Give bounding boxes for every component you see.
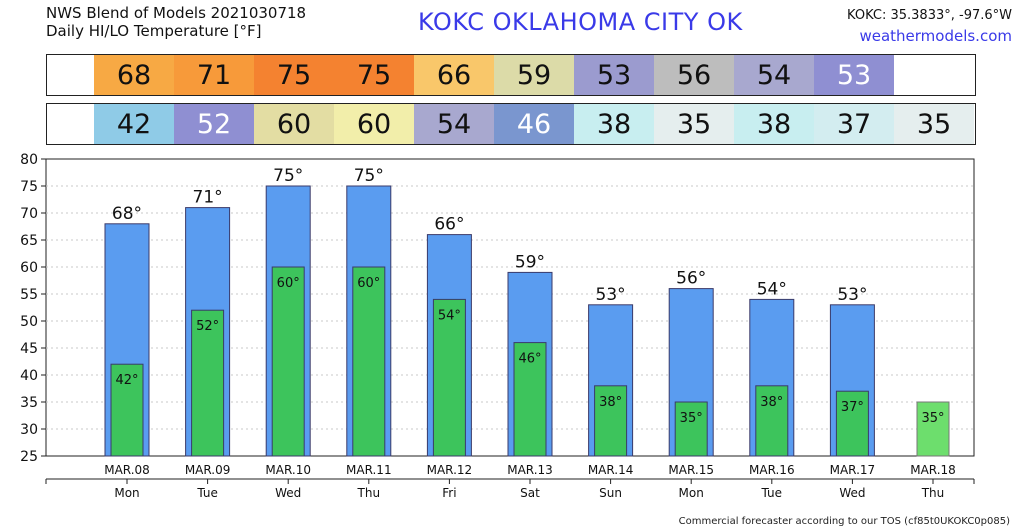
x-date-label: MAR.08 xyxy=(104,463,150,477)
lo-bar xyxy=(513,342,547,457)
lo-strip-cell: 60 xyxy=(334,104,414,144)
x-date-label: MAR.17 xyxy=(830,463,876,477)
y-tick-label: 65 xyxy=(20,233,38,249)
x-date-label: MAR.16 xyxy=(749,463,795,477)
y-tick-label: 30 xyxy=(20,422,38,438)
lo-data-label: 60° xyxy=(357,276,380,291)
lo-strip-cell: 52 xyxy=(174,104,254,144)
lo-data-label: 37° xyxy=(841,400,864,415)
x-date-label: MAR.09 xyxy=(185,463,231,477)
hi-strip-cell: 59 xyxy=(494,55,574,95)
lo-temperature-strip: 42 52 60 60 54 46 38 35 38 37 35 xyxy=(46,103,976,145)
hi-data-label: 56° xyxy=(676,269,706,289)
lo-bar xyxy=(352,266,386,457)
lo-bar xyxy=(191,309,225,457)
lo-strip-cell: 60 xyxy=(254,104,334,144)
hi-strip-cell: 75 xyxy=(254,55,334,95)
x-day-label: Sun xyxy=(599,486,622,500)
x-date-label: MAR.18 xyxy=(910,463,956,477)
lo-data-label: 35° xyxy=(921,411,944,426)
site-link[interactable]: weathermodels.com xyxy=(859,27,1012,45)
x-day-label: Sat xyxy=(520,486,540,500)
hi-strip-cell: 53 xyxy=(814,55,894,95)
x-day-label: Wed xyxy=(839,486,865,500)
x-day-label: Thu xyxy=(357,486,381,500)
hi-data-label: 54° xyxy=(757,279,787,299)
y-tick-label: 55 xyxy=(20,287,38,303)
y-tick-label: 25 xyxy=(20,449,38,465)
hi-data-label: 71° xyxy=(193,188,223,208)
lo-bar xyxy=(674,401,708,457)
lo-bar xyxy=(271,266,305,457)
x-day-label: Thu xyxy=(921,486,945,500)
lo-strip-cell: 38 xyxy=(574,104,654,144)
hi-data-label: 75° xyxy=(354,166,384,186)
model-label: NWS Blend of Models 2021030718 xyxy=(46,4,307,22)
y-tick-label: 80 xyxy=(20,152,38,168)
hi-strip-cell: 53 xyxy=(574,55,654,95)
y-tick-label: 35 xyxy=(20,395,38,411)
lo-data-label: 35° xyxy=(680,411,703,426)
lo-bar xyxy=(110,363,144,457)
lo-data-label: 46° xyxy=(518,352,541,367)
y-tick-label: 75 xyxy=(20,179,38,195)
lo-data-label: 60° xyxy=(277,276,300,291)
y-tick-label: 50 xyxy=(20,314,38,330)
lo-strip-cell: 38 xyxy=(734,104,814,144)
x-day-label: Tue xyxy=(761,486,783,500)
x-date-label: MAR.11 xyxy=(346,463,392,477)
lo-bar xyxy=(916,401,950,457)
hi-data-label: 53° xyxy=(837,285,867,305)
x-date-label: MAR.12 xyxy=(427,463,473,477)
x-date-label: MAR.14 xyxy=(588,463,634,477)
footer-note: Commercial forecaster according to our T… xyxy=(678,516,1010,527)
hi-strip-cell: 71 xyxy=(174,55,254,95)
lo-data-label: 38° xyxy=(599,395,622,410)
x-day-label: Wed xyxy=(275,486,301,500)
lo-strip-cell: 46 xyxy=(494,104,574,144)
lo-strip-cell: 35 xyxy=(894,104,974,144)
lo-bar xyxy=(755,385,789,457)
y-tick-label: 45 xyxy=(20,341,38,357)
y-tick-label: 70 xyxy=(20,206,38,222)
x-day-label: Tue xyxy=(196,486,218,500)
station-title: KOKC OKLAHOMA CITY OK xyxy=(418,8,743,36)
lo-data-label: 54° xyxy=(438,308,461,323)
hi-data-label: 68° xyxy=(112,204,142,224)
hi-data-label: 66° xyxy=(434,215,464,235)
lo-bar xyxy=(594,385,628,457)
hi-strip-cell: 75 xyxy=(334,55,414,95)
x-date-label: MAR.13 xyxy=(507,463,553,477)
x-day-label: Fri xyxy=(442,486,456,500)
lo-strip-cell: 54 xyxy=(414,104,494,144)
header-left: NWS Blend of Models 2021030718 Daily HI/… xyxy=(46,4,306,40)
y-tick-label: 60 xyxy=(20,260,38,276)
hi-strip-cell: 66 xyxy=(414,55,494,95)
lo-data-label: 42° xyxy=(115,373,138,388)
lo-data-label: 52° xyxy=(196,319,219,334)
lo-bar xyxy=(835,390,869,457)
x-day-label: Mon xyxy=(679,486,704,500)
y-tick-label: 40 xyxy=(20,368,38,384)
x-date-label: MAR.15 xyxy=(668,463,714,477)
lo-strip-cell: 37 xyxy=(814,104,894,144)
coords-label: KOKC: 35.3833°, -97.6°W xyxy=(847,8,1012,23)
lo-strip-cell: 42 xyxy=(94,104,174,144)
x-day-label: Mon xyxy=(114,486,139,500)
parameter-label: Daily HI/LO Temperature [°F] xyxy=(46,22,262,40)
hi-strip-cell: 54 xyxy=(734,55,814,95)
lo-strip-cell: 35 xyxy=(654,104,734,144)
header-right: KOKC: 35.3833°, -97.6°W weathermodels.co… xyxy=(847,6,1012,46)
hi-data-label: 53° xyxy=(596,285,626,305)
lo-bar xyxy=(432,298,466,457)
hi-strip-cell: 68 xyxy=(94,55,174,95)
x-date-label: MAR.10 xyxy=(265,463,311,477)
lo-data-label: 38° xyxy=(760,395,783,410)
hi-strip-cell: 56 xyxy=(654,55,734,95)
hi-data-label: 59° xyxy=(515,252,545,272)
hi-data-label: 75° xyxy=(273,166,303,186)
hi-temperature-strip: 68 71 75 75 66 59 53 56 54 53 xyxy=(46,54,976,96)
